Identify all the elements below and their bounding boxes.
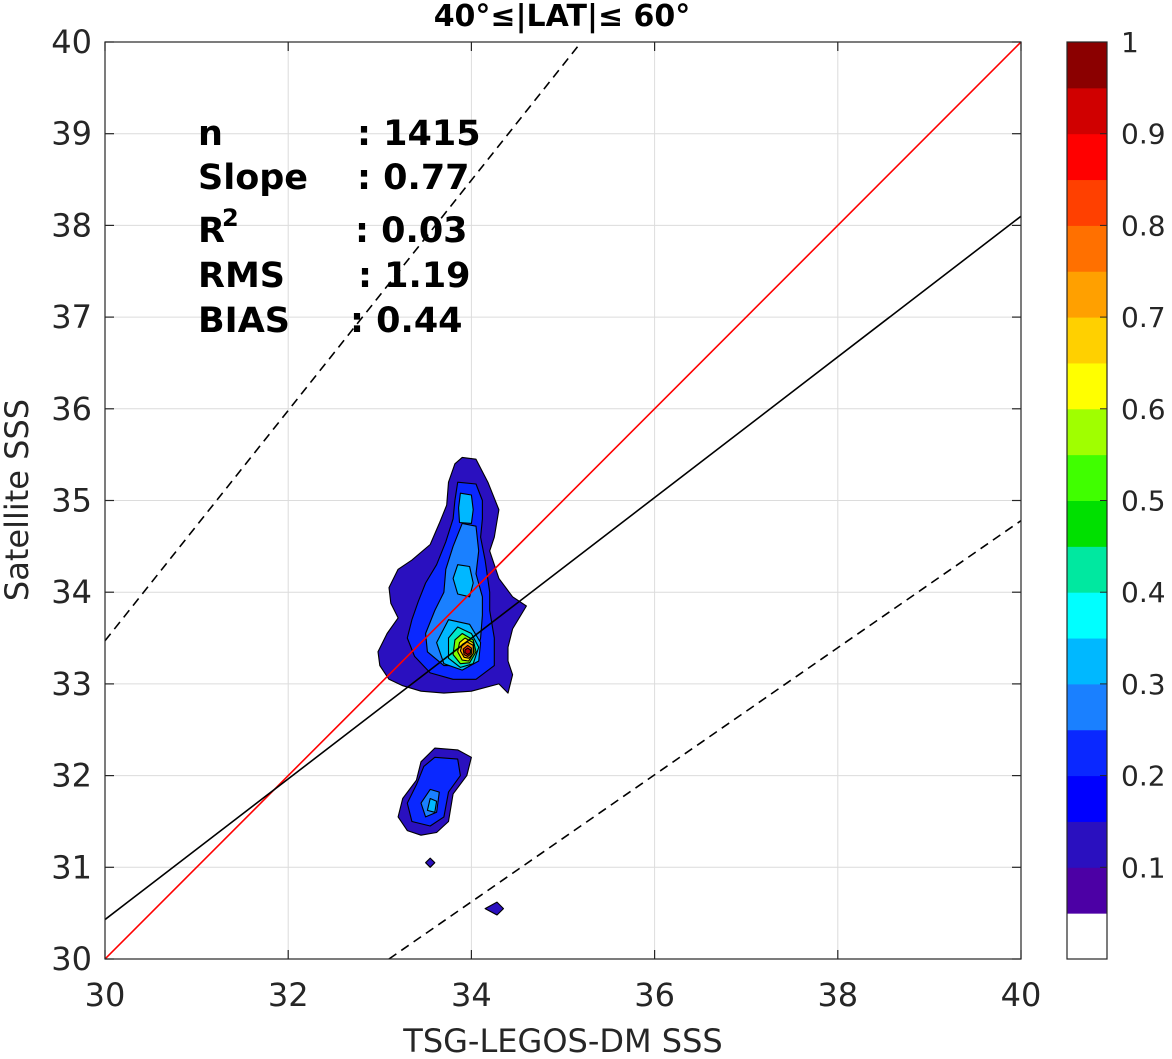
- y-tick-label: 33: [51, 665, 92, 703]
- reference-lines: [105, 42, 1021, 959]
- colorbar-swatch: [1067, 729, 1107, 777]
- y-tick-label: 40: [51, 23, 92, 61]
- x-tick-label: 32: [268, 976, 309, 1014]
- colorbar-swatch: [1067, 225, 1107, 272]
- line-lower-bound: [388, 520, 1021, 959]
- colorbar-swatch: [1067, 362, 1107, 410]
- y-tick-label: 31: [51, 848, 92, 886]
- colorbar-swatch: [1067, 271, 1107, 318]
- x-tick-label: 36: [634, 976, 675, 1014]
- y-tick-label: 30: [51, 940, 92, 978]
- colorbar-tick-label: 0.1: [1121, 851, 1166, 884]
- y-tick-label: 35: [51, 482, 92, 520]
- stat-n-value: : 1415: [357, 114, 481, 154]
- colorbar-swatch: [1067, 867, 1107, 914]
- stat-slope-label: Slope: [198, 158, 308, 198]
- x-tick-label: 38: [817, 976, 858, 1014]
- y-tick-label: 38: [51, 206, 92, 244]
- y-tick-label: 32: [51, 757, 92, 795]
- axis-ticks: 30 32 34 36 38 40 30 31 32 33 34 35 36 37 38 39 40: [51, 23, 1041, 1014]
- colorbar-tick-label: 0.4: [1121, 576, 1166, 609]
- line-regression: [105, 215, 1021, 921]
- y-tick-label: 34: [51, 573, 92, 611]
- colorbar-swatch: [1067, 775, 1107, 822]
- colorbar-tick-label: 0.2: [1121, 760, 1166, 793]
- y-tick-label: 39: [51, 115, 92, 153]
- colorbar-tick-label: 0.6: [1121, 393, 1166, 426]
- density-contours: [377, 456, 527, 916]
- contour-level-0.05: [425, 857, 436, 868]
- stat-r2-sup: 2: [222, 204, 239, 232]
- x-tick-label: 30: [85, 976, 126, 1014]
- colorbar-swatch: [1067, 454, 1107, 501]
- stat-bias-value: : 0.44: [350, 301, 463, 341]
- x-tick-label: 34: [451, 976, 492, 1014]
- line-upper-bound: [105, 42, 582, 642]
- x-tick-label: 40: [1001, 976, 1042, 1014]
- chart-title: 40°≤|LAT|≤ 60°: [434, 0, 691, 34]
- colorbar-swatch: [1067, 913, 1107, 960]
- y-axis-label: Satellite SSS: [0, 399, 36, 601]
- colorbar-swatch: [1067, 179, 1107, 226]
- stat-r2-value: : 0.03: [355, 211, 468, 251]
- colorbar-swatch: [1067, 42, 1107, 89]
- x-axis-label: TSG-LEGOS-DM SSS: [402, 1022, 722, 1055]
- stats-box: n : 1415 Slope : 0.77 R 2 : 0.03 RMS : 1…: [198, 114, 481, 341]
- stat-bias-label: BIAS: [198, 301, 290, 341]
- contour-level-0.35: [426, 797, 438, 813]
- colorbar-tick-label: 0.9: [1121, 118, 1166, 151]
- y-tick-label: 37: [51, 298, 92, 336]
- stat-r2-label: R: [198, 211, 225, 251]
- stat-rms-label: RMS: [198, 256, 285, 296]
- colorbar-tick-label: 0.7: [1121, 301, 1166, 334]
- colorbar-tick-label: 0.3: [1121, 668, 1166, 701]
- colorbar-swatch: [1067, 133, 1107, 181]
- y-tick-label: 36: [51, 390, 92, 428]
- colorbar-swatch: [1067, 87, 1107, 135]
- colorbar-tick-label: 0.5: [1121, 485, 1166, 518]
- colorbar-tick-label: 0.8: [1121, 209, 1166, 242]
- contour-level-0.35: [452, 564, 474, 598]
- colorbar-swatch: [1067, 317, 1107, 364]
- stat-rms-value: : 1.19: [358, 256, 471, 296]
- colorbar-swatch: [1067, 546, 1107, 593]
- line-1:1: [105, 42, 1021, 959]
- colorbar-swatch: [1067, 821, 1107, 868]
- contour-level-0.35: [458, 492, 474, 524]
- colorbar-swatch: [1067, 408, 1107, 456]
- colorbar-swatch: [1067, 683, 1107, 731]
- colorbar-swatch: [1067, 592, 1107, 639]
- contour-level-0.05: [484, 901, 505, 916]
- contour-level-0.95: [464, 647, 472, 656]
- stat-n-label: n: [198, 114, 223, 154]
- colorbar-tick-label: 1: [1121, 26, 1139, 59]
- stat-slope-value: : 0.77: [357, 158, 470, 198]
- colorbar-swatch: [1067, 638, 1107, 685]
- colorbar-swatch: [1067, 500, 1107, 547]
- colorbar: 1 0.9 0.8 0.7 0.6 0.5 0.4 0.3 0.2 0.1: [1066, 26, 1166, 960]
